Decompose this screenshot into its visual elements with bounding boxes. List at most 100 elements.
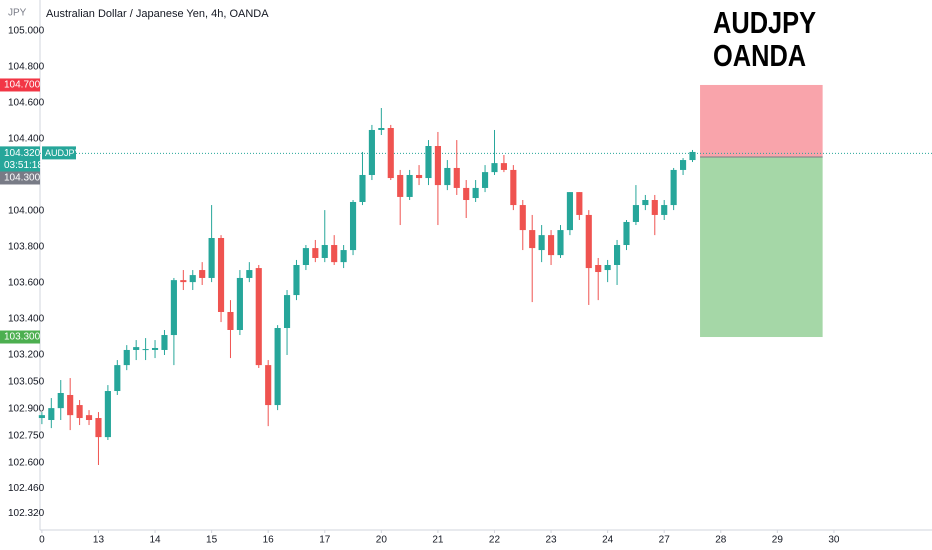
candle-body xyxy=(208,237,215,278)
y-tick-label: 105.000 xyxy=(8,26,45,37)
candle-body xyxy=(670,169,677,206)
candle-body xyxy=(255,268,262,366)
symbol-tag-bg xyxy=(42,146,76,160)
stop-price-label: 104.700 xyxy=(4,80,41,91)
candle-body xyxy=(217,237,225,312)
stop-zone xyxy=(700,84,823,157)
candle-body xyxy=(95,418,102,438)
candle-body xyxy=(340,250,347,263)
candle-body xyxy=(246,270,253,278)
candle-body xyxy=(557,230,564,256)
x-tick-label: 13 xyxy=(93,535,105,546)
candle-body xyxy=(425,146,432,179)
x-tick-label: 16 xyxy=(263,535,275,546)
candle-body xyxy=(415,174,423,179)
y-tick-label: 102.750 xyxy=(8,431,45,442)
candle-body xyxy=(133,347,140,350)
x-tick-label: 28 xyxy=(715,535,727,546)
candle-body xyxy=(529,230,536,249)
candle-body xyxy=(104,391,111,438)
x-tick-label: 20 xyxy=(376,535,388,546)
x-tick-label: 21 xyxy=(432,535,444,546)
candle-body xyxy=(151,347,159,350)
candle-body xyxy=(463,187,470,201)
x-tick-label: 15 xyxy=(206,535,218,546)
candle-body xyxy=(472,187,479,199)
candle-body xyxy=(378,127,385,130)
candle-body xyxy=(293,265,300,296)
entry-price-label: 104.300 xyxy=(4,173,41,184)
candle-body xyxy=(161,335,168,350)
candle-body xyxy=(199,270,206,278)
y-tick-label: 103.400 xyxy=(8,314,45,325)
candle-body xyxy=(623,221,630,246)
countdown-label: 03:51:18 xyxy=(4,160,43,171)
x-tick-label: 29 xyxy=(772,535,784,546)
candle-body xyxy=(227,311,234,330)
y-tick-label: 104.400 xyxy=(8,134,45,145)
candle-body xyxy=(680,160,687,170)
candle-body xyxy=(444,167,451,186)
y-tick-label: 102.460 xyxy=(8,483,45,494)
x-tick-label: 14 xyxy=(149,535,161,546)
candle-body xyxy=(38,415,45,419)
candle-body xyxy=(500,163,507,170)
candle-body xyxy=(189,275,196,283)
y-tick-label: 102.900 xyxy=(8,404,45,415)
candle-body xyxy=(114,365,121,392)
x-tick-label: 27 xyxy=(659,535,671,546)
x-tick-label: 24 xyxy=(602,535,614,546)
candle-body xyxy=(387,127,394,179)
target-price-label: 103.300 xyxy=(4,332,41,343)
candle-body xyxy=(547,235,555,256)
symbol-tag: AUDJPY xyxy=(45,148,81,158)
candle-body xyxy=(123,349,130,366)
y-tick-label: 103.050 xyxy=(8,377,45,388)
entry-price-bg xyxy=(0,171,40,185)
x-tick-label: 0 xyxy=(39,535,45,546)
candle-body xyxy=(349,201,357,251)
x-tick-label: 22 xyxy=(489,535,501,546)
candle-body xyxy=(538,235,545,251)
candle-body xyxy=(67,394,74,416)
target-price-label-bg xyxy=(0,330,40,344)
last-price-label: 104.320 xyxy=(4,148,41,159)
candle-body xyxy=(368,129,375,175)
candle-body xyxy=(76,405,83,419)
x-tick-label: 30 xyxy=(828,535,840,546)
candle-body xyxy=(566,192,573,231)
y-tick-label: 103.200 xyxy=(8,350,45,361)
candle-body xyxy=(604,265,611,271)
candle-body xyxy=(689,151,696,161)
candle-body xyxy=(312,248,319,258)
candle-body xyxy=(614,245,621,265)
candle-body xyxy=(283,295,291,329)
candle-body xyxy=(57,392,64,409)
stop-price-label-bg xyxy=(0,78,40,92)
annotation: OANDA xyxy=(713,39,806,74)
candle-body xyxy=(651,200,658,215)
chart-title: Australian Dollar / Japanese Yen, 4h, OA… xyxy=(46,8,269,20)
candle-body xyxy=(434,146,441,186)
candle-body xyxy=(632,205,639,222)
candle-body xyxy=(406,174,413,197)
y-tick-label: 104.800 xyxy=(8,62,45,73)
y-tick-label: 103.800 xyxy=(8,242,45,253)
candle-body xyxy=(142,349,149,351)
candle-body xyxy=(453,167,460,188)
y-tick-label: 104.000 xyxy=(8,206,45,217)
candle-body xyxy=(491,163,498,173)
y-tick-label: 102.320 xyxy=(8,508,45,519)
candle-body xyxy=(180,280,187,283)
candle-body xyxy=(274,328,281,406)
candle-body xyxy=(576,192,583,215)
currency-label: JPY xyxy=(8,8,27,19)
candle-body xyxy=(331,245,338,263)
target-zone xyxy=(700,156,823,338)
candle-body xyxy=(170,280,177,336)
y-tick-label: 103.600 xyxy=(8,278,45,289)
x-tick-label: 23 xyxy=(545,535,557,546)
candle-body xyxy=(302,248,309,265)
